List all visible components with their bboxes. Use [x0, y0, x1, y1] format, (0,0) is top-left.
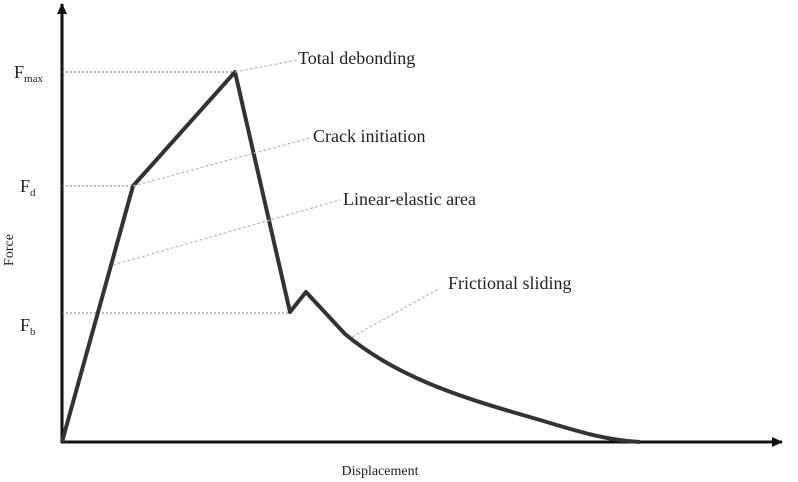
level-symbol: F [20, 176, 30, 196]
level-label: Fd [20, 176, 36, 199]
x-axis-title: Displacement [342, 464, 419, 479]
level-symbol: F [20, 315, 30, 335]
leader-line [351, 287, 441, 338]
annotation: Linear-elastic area [343, 189, 476, 209]
annotation: Total debonding [298, 48, 415, 68]
level-symbol: F [14, 62, 24, 82]
annotation: Frictional sliding [448, 273, 572, 293]
level-label: Fmax [14, 62, 43, 85]
leader-line [112, 199, 341, 266]
leader-line [234, 59, 299, 73]
level-subscript: max [24, 73, 43, 85]
level-subscript: d [30, 187, 36, 199]
y-axis-title: Force [2, 234, 17, 266]
level-label: Fb [20, 315, 36, 338]
force-curve [60, 70, 641, 444]
leader-line [132, 137, 311, 187]
annotation: Crack initiation [313, 126, 425, 146]
level-subscript: b [30, 326, 36, 338]
